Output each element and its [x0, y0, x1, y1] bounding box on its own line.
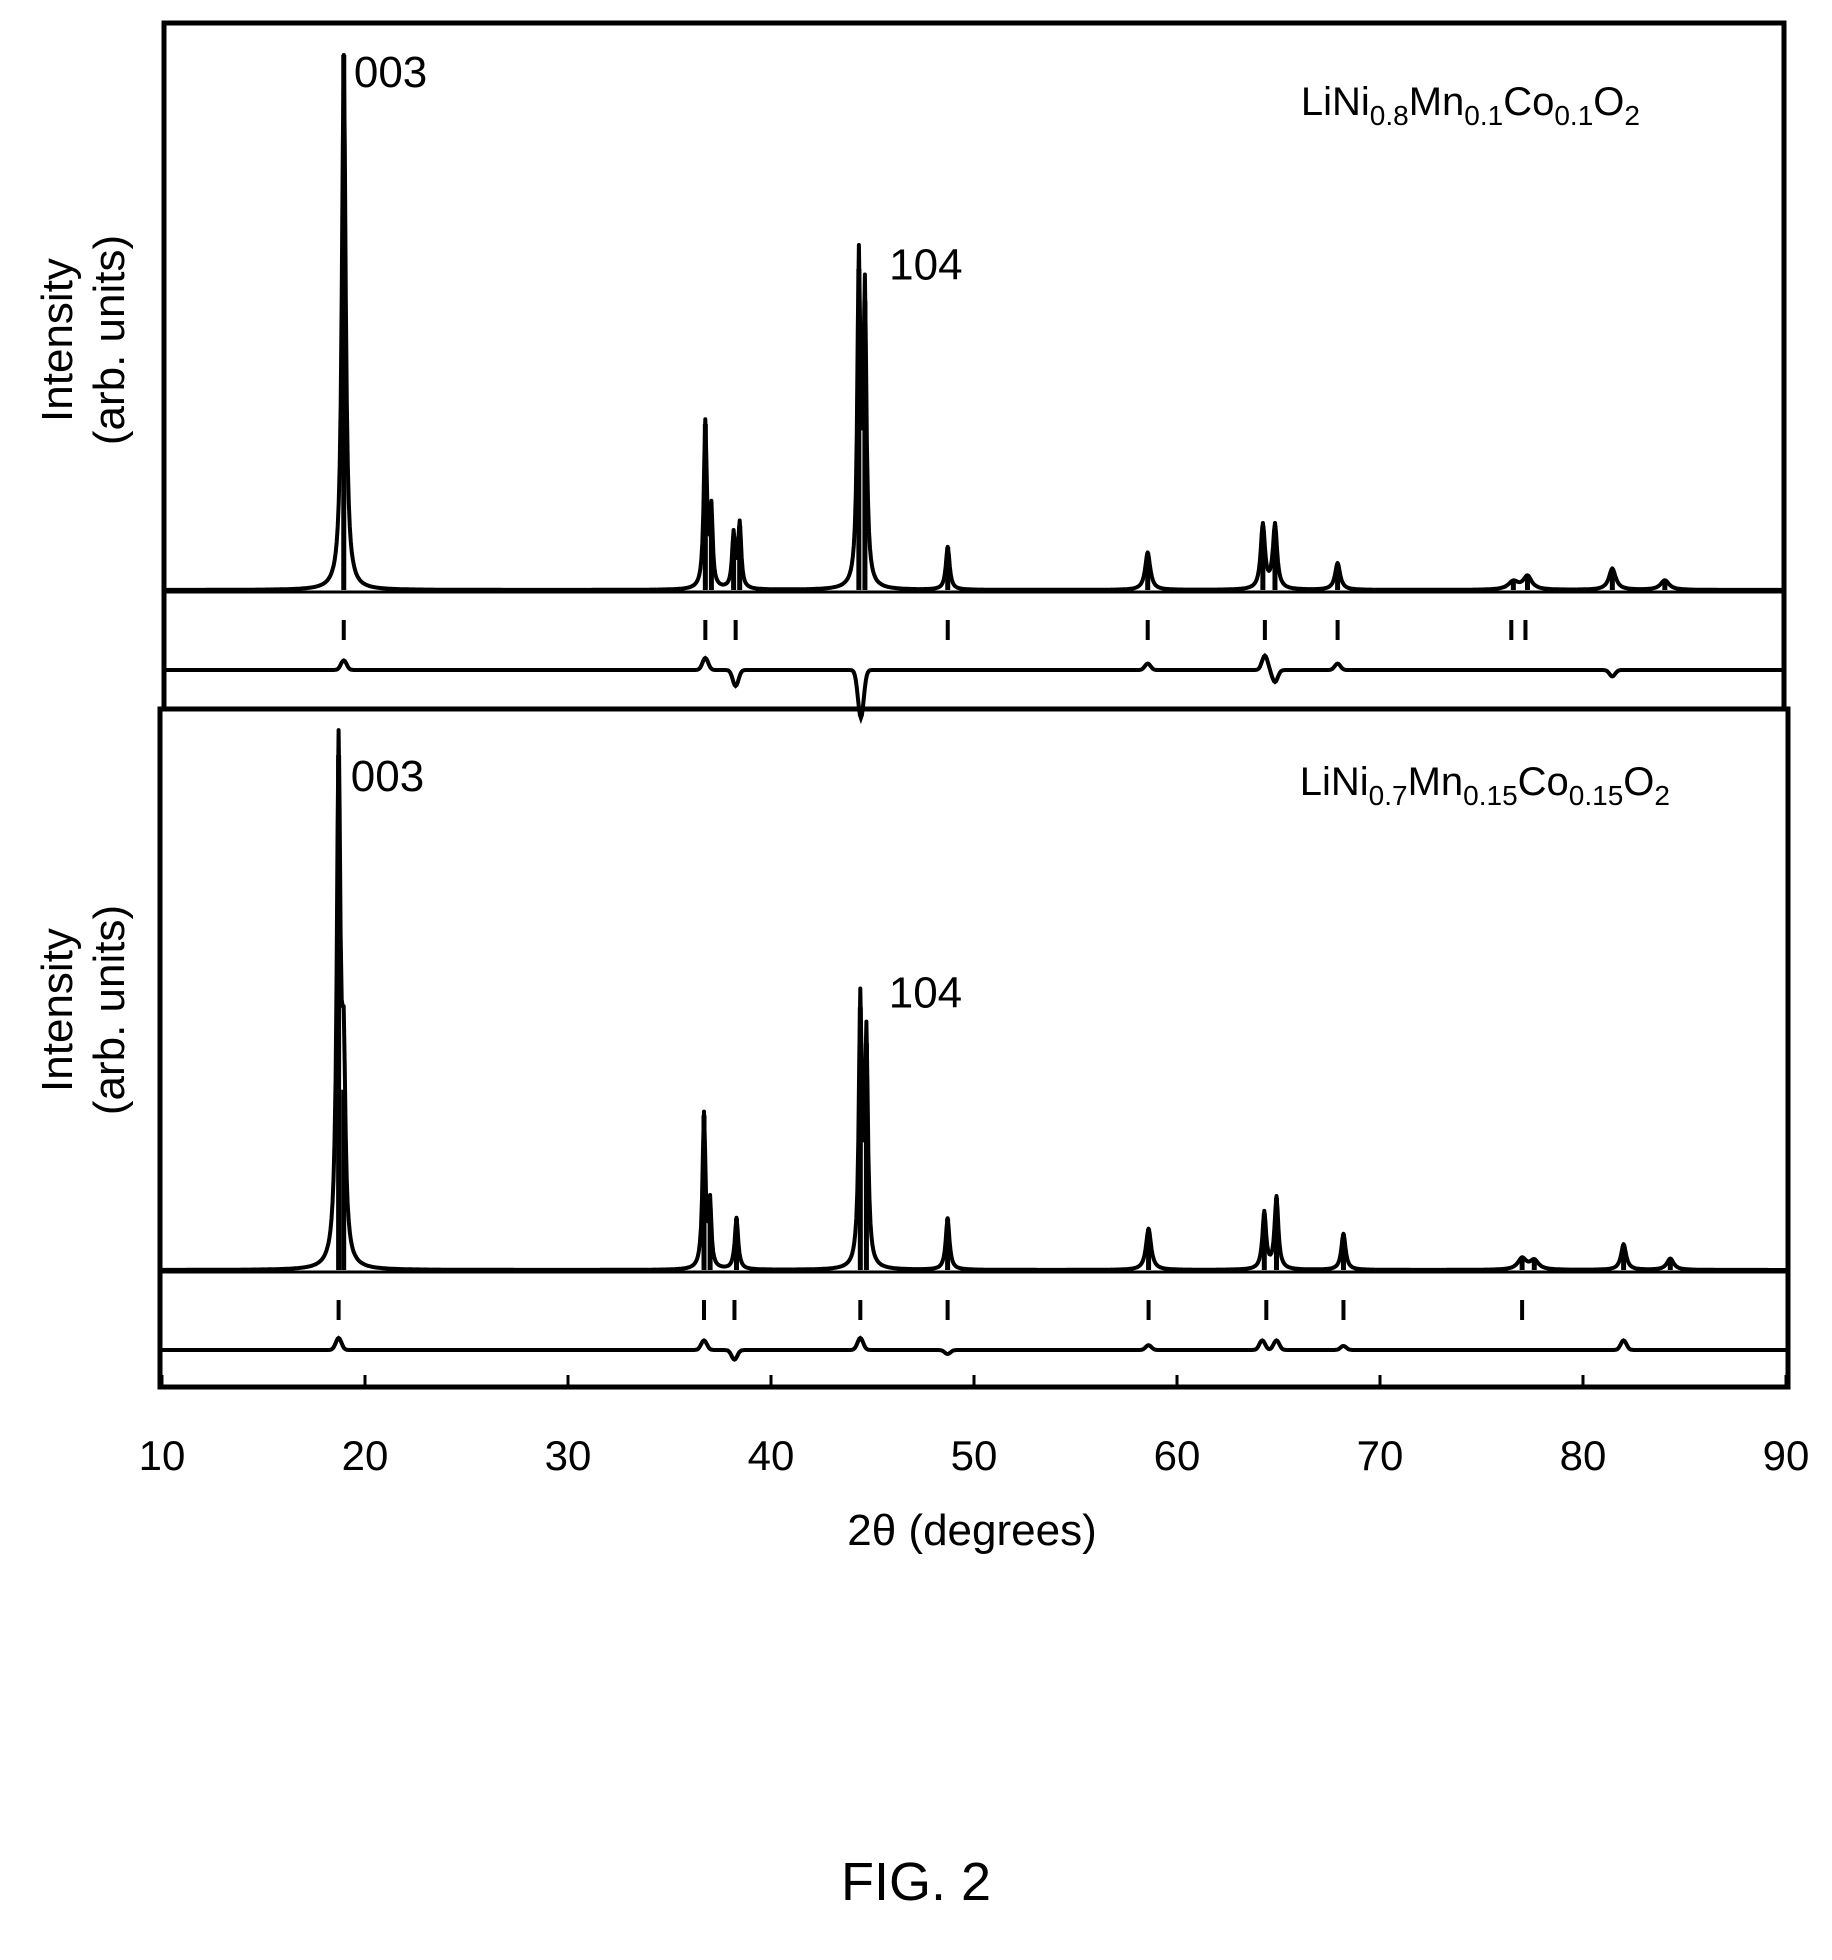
x-tick-label: 30	[545, 1432, 592, 1479]
formula-subscript: 0.15	[1463, 780, 1518, 811]
ylabel-line2: (arb. units)	[85, 235, 134, 445]
figure-caption: FIG. 2	[841, 1852, 991, 1912]
formula-subscript: 0.1	[1554, 100, 1593, 131]
x-tick-label: 80	[1560, 1432, 1607, 1479]
peak-label-104: 104	[889, 968, 962, 1017]
formula-text: Mn	[1409, 80, 1465, 124]
formula-text: Co	[1503, 80, 1554, 124]
x-tick-label: 10	[139, 1432, 186, 1479]
x-axis-title: 2θ (degrees)	[847, 1506, 1096, 1555]
formula-text: O	[1593, 80, 1624, 124]
formula-subscript: 0.15	[1569, 780, 1624, 811]
ylabel-bottom: Intensity (arb. units)	[33, 905, 134, 1115]
formula-subscript: 0.8	[1370, 100, 1409, 131]
xrd-panel-bottom: Intensity (arb. units) LiNi0.7Mn0.15Co0.…	[33, 706, 1791, 1390]
formula-text: Mn	[1408, 760, 1464, 804]
plot-frame	[157, 706, 1791, 1390]
x-tick-label: 20	[342, 1432, 389, 1479]
difference-curve	[162, 1335, 1786, 1362]
formula-subscript: 0.7	[1369, 780, 1408, 811]
ylabel-line1: Intensity	[33, 928, 82, 1092]
plot-frame	[161, 20, 1787, 712]
formula-subscript: 2	[1654, 780, 1670, 811]
peak-label-003: 003	[351, 752, 424, 801]
formula-text: Co	[1518, 760, 1569, 804]
x-axis: 10 20 30 40 50 60 70 80 90	[139, 1375, 1810, 1479]
x-tick-label: 70	[1357, 1432, 1404, 1479]
ylabel-top: Intensity (arb. units)	[33, 235, 134, 445]
x-tick-label: 60	[1154, 1432, 1201, 1479]
x-tick-label: 40	[748, 1432, 795, 1479]
ylabel-line1: Intensity	[33, 258, 82, 422]
xrd-panel-top: Intensity (arb. units) LiNi0.8Mn0.1Co0.1…	[33, 20, 1787, 725]
formula-subscript: 2	[1624, 100, 1640, 131]
xrd-pattern-line	[165, 53, 1783, 592]
difference-curve	[166, 652, 1782, 725]
x-tick-label: 90	[1763, 1432, 1810, 1479]
peak-label-003: 003	[354, 48, 427, 97]
peak-label-104: 104	[889, 241, 962, 290]
formula-subscript: 0.1	[1464, 100, 1503, 131]
xrd-pattern-line	[161, 728, 1787, 1272]
compound-formula-top: LiNi0.8Mn0.1Co0.1O2	[1301, 80, 1640, 131]
formula-text: LiNi	[1301, 80, 1370, 124]
formula-text: O	[1623, 760, 1654, 804]
ylabel-line2: (arb. units)	[85, 905, 134, 1115]
x-tick-label: 50	[951, 1432, 998, 1479]
compound-formula-bottom: LiNi0.7Mn0.15Co0.15O2	[1300, 760, 1670, 811]
formula-text: LiNi	[1300, 760, 1369, 804]
